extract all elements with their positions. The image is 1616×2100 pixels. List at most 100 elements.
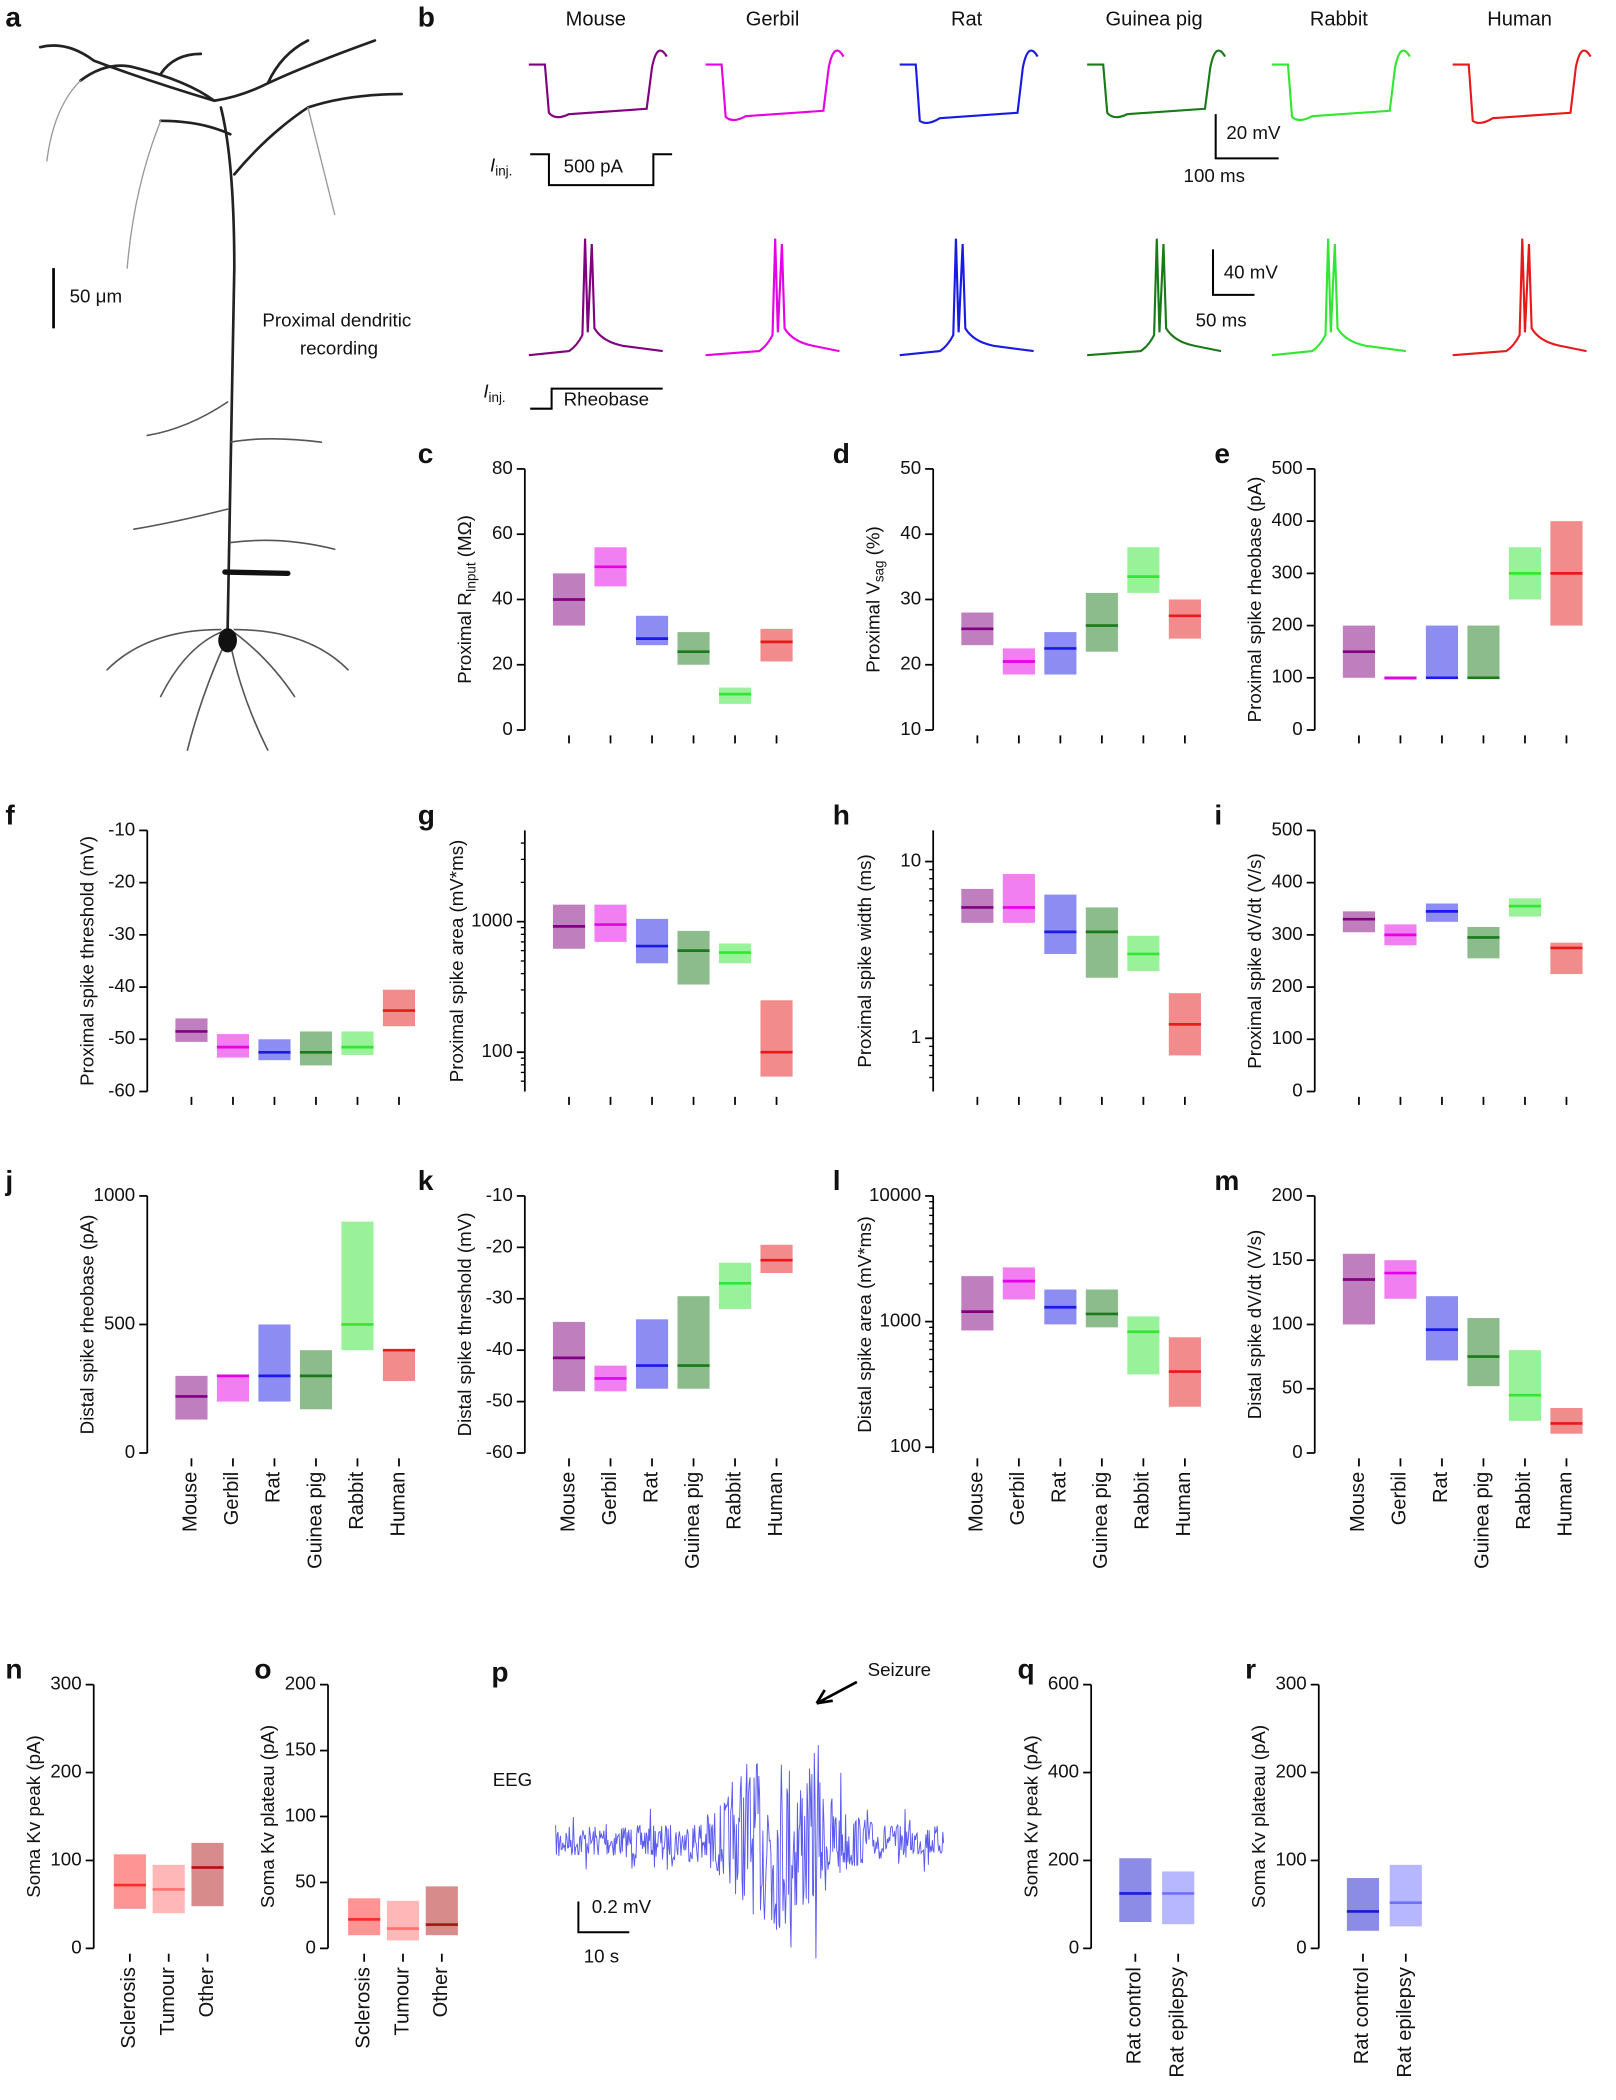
label-part: inj. [489, 390, 506, 405]
trace [1087, 51, 1225, 118]
y-tick-label: 1000 [879, 1310, 921, 1331]
box [636, 616, 668, 645]
box [677, 1296, 709, 1389]
x-tick-label: Guinea pig [1472, 1472, 1494, 1569]
y-axis-label: Soma Kv peak (pA) [23, 1735, 44, 1897]
annotation: recording [300, 338, 378, 359]
y-axis-label: Proximal Vsag (%) [862, 526, 886, 673]
y-axis-label: Distal spike dV/dt (V/s) [1244, 1230, 1265, 1419]
x-tick-label: Mouse [966, 1472, 988, 1532]
y-tick-label: 200 [285, 1673, 316, 1694]
box [1467, 927, 1499, 958]
species-label: Rat [951, 9, 983, 31]
y-tick-label: 10 [900, 850, 921, 871]
box [383, 990, 415, 1027]
box [387, 1901, 419, 1941]
y-tick-label: 150 [1271, 1248, 1302, 1269]
y-tick-label: 500 [1271, 818, 1302, 839]
label-part: Distal spike threshold (mV) [454, 1213, 475, 1437]
y-tick-label: -60 [108, 1079, 135, 1100]
y-tick-label: 50 [1282, 1377, 1303, 1398]
y-axis-label: Proximal spike rheobase (pA) [1244, 477, 1265, 723]
species-label: Guinea pig [1106, 9, 1203, 31]
x-tick-label: Sclerosis [118, 1967, 140, 2048]
y-tick-label: 200 [50, 1760, 81, 1781]
box [1343, 1254, 1375, 1325]
scale-label: 500 pA [564, 156, 624, 177]
y-tick-label: 200 [1048, 1848, 1079, 1869]
box [677, 931, 709, 985]
y-tick-label: -40 [486, 1338, 513, 1359]
label-part: Proximal spike dV/dt (V/s) [1244, 853, 1265, 1069]
arrow [817, 1682, 857, 1703]
y-axis-label: Soma Kv plateau (pA) [257, 1725, 278, 1908]
label-part: Distal spike dV/dt (V/s) [1244, 1230, 1265, 1419]
box [348, 1898, 380, 1935]
x-tick-label: Guinea pig [304, 1472, 326, 1569]
x-tick-label: Other [196, 1967, 218, 2018]
y-tick-label: 50 [295, 1870, 316, 1891]
box [114, 1854, 146, 1909]
panel-letter: d [833, 438, 850, 469]
label-part: (%) [862, 526, 883, 560]
x-tick-label: Gerbil [599, 1472, 621, 1526]
label-part: Soma Kv peak (pA) [1020, 1735, 1041, 1897]
panel-letter: k [418, 1165, 434, 1196]
x-tick-label: Rat control [1124, 1967, 1146, 2064]
y-tick-label: 300 [1275, 1673, 1306, 1694]
y-tick-label: 0 [502, 718, 512, 739]
y-tick-label: -50 [108, 1027, 135, 1048]
label-part: Distal spike area (mV*ms) [854, 1216, 875, 1433]
box [1347, 1878, 1379, 1931]
y-tick-label: 100 [50, 1848, 81, 1869]
y-axis-label: Soma Kv peak (pA) [1020, 1735, 1041, 1897]
y-tick-label: 20 [492, 653, 513, 674]
x-tick-label: Tumour [391, 1967, 413, 2036]
chart: f-60-50-40-30-20-10Proximal spike thresh… [5, 799, 415, 1104]
box [1467, 626, 1499, 678]
box [636, 919, 668, 963]
trace [529, 239, 663, 355]
box [1384, 1260, 1416, 1299]
panel-letter: i [1214, 799, 1222, 830]
y-tick-label: 80 [492, 457, 513, 478]
box [1086, 593, 1118, 652]
y-tick-label: 200 [1275, 1760, 1306, 1781]
x-tick-label: Human [387, 1472, 409, 1537]
y-tick-label: -50 [486, 1390, 513, 1411]
x-tick-label: Rat epilepsy [1394, 1967, 1416, 2077]
label-part: Proximal spike threshold (mV) [76, 836, 97, 1086]
y-tick-label: 0 [71, 1936, 81, 1957]
box [217, 1376, 249, 1402]
y-tick-label: 0 [306, 1936, 316, 1957]
y-axis-label: Proximal spike width (ms) [854, 854, 875, 1067]
box [1003, 1267, 1035, 1299]
annotation: EEG [493, 1769, 533, 1790]
trace [900, 239, 1034, 355]
x-tick-label: Mouse [180, 1472, 202, 1532]
trace [529, 51, 667, 118]
box [1044, 895, 1076, 954]
eeg-trace [556, 1745, 944, 1958]
y-tick-label: 50 [900, 457, 921, 478]
box [1162, 1871, 1194, 1924]
box [1127, 547, 1159, 593]
box [1127, 1316, 1159, 1374]
scale-label: 100 ms [1184, 165, 1245, 186]
panel-letter: a [5, 2, 21, 33]
panel-letter: q [1018, 1654, 1035, 1685]
scale-label: Iinj. [490, 154, 512, 178]
scale-label: 40 mV [1224, 261, 1279, 282]
x-tick-label: Other [430, 1967, 452, 2018]
chart: k -60 -50 -40 -30 -20 -10 Distal spike threshol… [418, 1165, 793, 1569]
panel-letter: b [418, 2, 435, 33]
x-tick-label: Rat control [1351, 1967, 1373, 2064]
box [961, 889, 993, 923]
y-tick-label: 100 [1275, 1848, 1306, 1869]
y-axis-label: Proximal spike area (mV*ms) [446, 840, 467, 1083]
scale-label: 20 mV [1226, 122, 1281, 143]
y-tick-label: 200 [1271, 1184, 1302, 1205]
box [383, 1350, 415, 1381]
y-axis-label: Proximal spike dV/dt (V/s) [1244, 853, 1265, 1069]
